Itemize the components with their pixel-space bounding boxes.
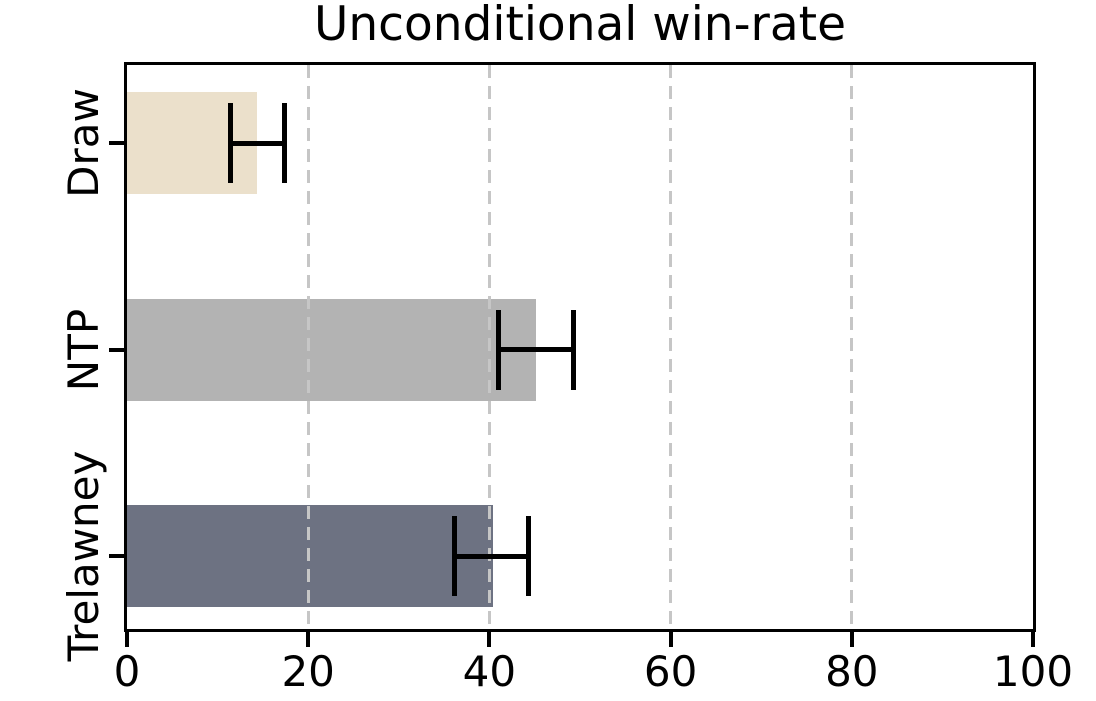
y-tick-trelawney <box>109 554 124 558</box>
x-tick-20 <box>306 632 311 647</box>
error-cap-high-trelawney <box>525 516 531 596</box>
chart-title: Unconditional win-rate <box>313 0 846 52</box>
grid-layer <box>127 65 1033 629</box>
error-bar-ntp <box>498 347 574 352</box>
error-cap-low-draw <box>227 103 233 183</box>
x-tick-0 <box>125 632 129 647</box>
gridline-60 <box>669 65 673 629</box>
plot-area <box>109 62 1036 647</box>
bar-ntp <box>127 298 536 401</box>
x-tick-40 <box>487 632 492 647</box>
x-tick-labels: 0 20 40 60 80 100 <box>114 647 1073 701</box>
y-tick-label-draw: Draw <box>59 88 108 198</box>
gridline-80 <box>850 65 854 629</box>
error-bar-layer <box>127 65 1033 629</box>
bar-trelawney <box>127 505 494 607</box>
tick-layer <box>109 65 1035 647</box>
x-tick-label-60: 60 <box>643 647 698 696</box>
error-cap-low-ntp <box>495 309 501 390</box>
error-bar-trelawney <box>454 553 529 559</box>
bar-layer <box>127 65 1033 629</box>
error-cap-high-ntp <box>571 309 577 390</box>
x-tick-60 <box>668 632 673 647</box>
gridline-40 <box>487 65 491 629</box>
error-cap-high-draw <box>282 103 288 183</box>
error-cap-low-trelawney <box>451 516 457 596</box>
x-tick-label-40: 40 <box>462 647 517 696</box>
y-tick-label-trelawney: Trelawney <box>59 450 108 662</box>
x-tick-label-20: 20 <box>281 647 335 696</box>
gridline-20 <box>306 65 310 629</box>
x-tick-label-0: 0 <box>113 647 141 696</box>
y-tick-ntp <box>109 347 124 352</box>
y-tick-draw <box>109 141 124 145</box>
x-tick-label-100: 100 <box>992 647 1074 696</box>
x-tick-label-80: 80 <box>825 647 879 696</box>
x-tick-80 <box>849 632 854 647</box>
y-tick-label-ntp: NTP <box>59 308 108 391</box>
error-bar-draw <box>230 140 285 146</box>
x-tick-100 <box>1031 632 1035 647</box>
